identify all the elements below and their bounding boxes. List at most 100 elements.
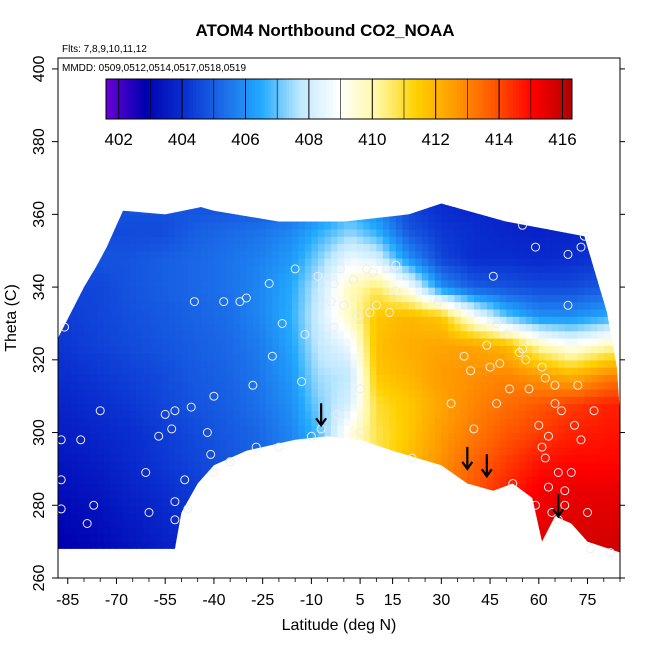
heatmap-cell xyxy=(584,418,592,426)
colorbar-swatch xyxy=(189,79,194,119)
heatmap-cell xyxy=(83,308,92,317)
heatmap-cell xyxy=(291,541,299,550)
heatmap-cell xyxy=(155,203,163,208)
heatmap-cell xyxy=(610,250,618,259)
heatmap-cell xyxy=(96,265,105,274)
heatmap-cell xyxy=(291,468,299,477)
heatmap-cell xyxy=(382,512,390,521)
heatmap-cell xyxy=(252,330,261,339)
heatmap-cell xyxy=(200,279,209,288)
heatmap-cell xyxy=(499,338,507,346)
heatmap-cell xyxy=(239,403,248,412)
heatmap-cell xyxy=(441,359,449,368)
heatmap-cell xyxy=(421,345,429,354)
heatmap-cell xyxy=(434,374,442,383)
heatmap-cell xyxy=(337,367,345,375)
heatmap-cell xyxy=(142,193,149,201)
heatmap-cell xyxy=(109,534,118,543)
heatmap-cell xyxy=(220,374,228,383)
heatmap-cell xyxy=(395,221,403,230)
heatmap-cell xyxy=(454,279,462,288)
heatmap-cell xyxy=(421,374,429,383)
heatmap-cell xyxy=(428,367,436,375)
heatmap-cell xyxy=(577,316,585,325)
heatmap-cell xyxy=(506,359,514,368)
heatmap-cell xyxy=(350,490,358,499)
heatmap-cell xyxy=(395,454,403,463)
heatmap-cell xyxy=(337,352,345,361)
heatmap-cell xyxy=(428,272,436,281)
heatmap-cell xyxy=(603,541,611,550)
heatmap-cell xyxy=(382,483,390,492)
heatmap-cell xyxy=(77,468,85,477)
heatmap-cell xyxy=(577,287,585,295)
heatmap-cell xyxy=(116,396,124,405)
heatmap-cell xyxy=(590,512,598,521)
heatmap-cell xyxy=(538,403,546,412)
heatmap-cell xyxy=(272,330,280,339)
heatmap-cell xyxy=(376,330,384,339)
heatmap-cell xyxy=(181,338,189,346)
heatmap-cell xyxy=(142,527,150,535)
heatmap-cell xyxy=(272,410,280,419)
heatmap-cell xyxy=(441,279,449,288)
heatmap-cell xyxy=(83,454,92,463)
heatmap-cell xyxy=(577,548,585,553)
heatmap-cell xyxy=(213,214,222,223)
heatmap-cell xyxy=(434,279,442,288)
heatmap-cell xyxy=(506,454,514,463)
heatmap-cell xyxy=(122,338,131,346)
heatmap-cell xyxy=(441,207,449,215)
heatmap-cell xyxy=(558,294,566,303)
heatmap-cell xyxy=(558,527,566,535)
heatmap-cell xyxy=(584,301,592,310)
heatmap-cell xyxy=(376,461,384,470)
heatmap-cell xyxy=(181,541,189,550)
heatmap-cell xyxy=(447,359,455,368)
heatmap-cell xyxy=(402,338,410,346)
heatmap-cell xyxy=(343,207,351,215)
heatmap-cell xyxy=(597,512,605,521)
heatmap-cell xyxy=(603,490,611,499)
heatmap-cell xyxy=(447,548,455,553)
heatmap-cell xyxy=(317,447,325,455)
heatmap-cell xyxy=(129,294,137,303)
heatmap-cell xyxy=(161,447,170,455)
heatmap-cell xyxy=(77,519,85,528)
heatmap-cell xyxy=(77,403,85,412)
heatmap-cell xyxy=(350,548,358,553)
heatmap-cell xyxy=(337,272,345,281)
colorbar-swatch xyxy=(264,79,269,119)
heatmap-cell xyxy=(304,374,312,383)
heatmap-cell xyxy=(187,345,196,354)
heatmap-cell xyxy=(161,505,170,514)
heatmap-cell xyxy=(473,403,481,412)
heatmap-cell xyxy=(376,279,384,288)
heatmap-cell xyxy=(122,221,131,230)
heatmap-cell xyxy=(181,548,189,553)
heatmap-cell xyxy=(239,308,248,317)
heatmap-cell xyxy=(499,476,507,485)
heatmap-cell xyxy=(376,352,384,361)
colorbar-swatch xyxy=(435,79,439,119)
heatmap-cell xyxy=(161,236,170,245)
heatmap-cell xyxy=(155,352,163,361)
heatmap-cell xyxy=(434,250,442,259)
heatmap-cell xyxy=(187,447,196,455)
heatmap-cell xyxy=(148,432,157,441)
heatmap-cell xyxy=(382,505,390,514)
heatmap-cell xyxy=(330,236,338,245)
heatmap-cell xyxy=(83,468,92,477)
heatmap-cell xyxy=(148,250,157,259)
heatmap-cell xyxy=(122,207,131,215)
heatmap-cell xyxy=(538,258,546,266)
heatmap-cell xyxy=(220,476,228,485)
heatmap-cell xyxy=(161,410,170,419)
heatmap-cell xyxy=(519,250,527,259)
heatmap-cell xyxy=(272,207,280,215)
heatmap-cell xyxy=(454,548,462,553)
heatmap-cell xyxy=(369,432,377,441)
heatmap-cell xyxy=(467,265,475,274)
heatmap-cell xyxy=(148,388,157,397)
heatmap-cell xyxy=(356,447,364,455)
